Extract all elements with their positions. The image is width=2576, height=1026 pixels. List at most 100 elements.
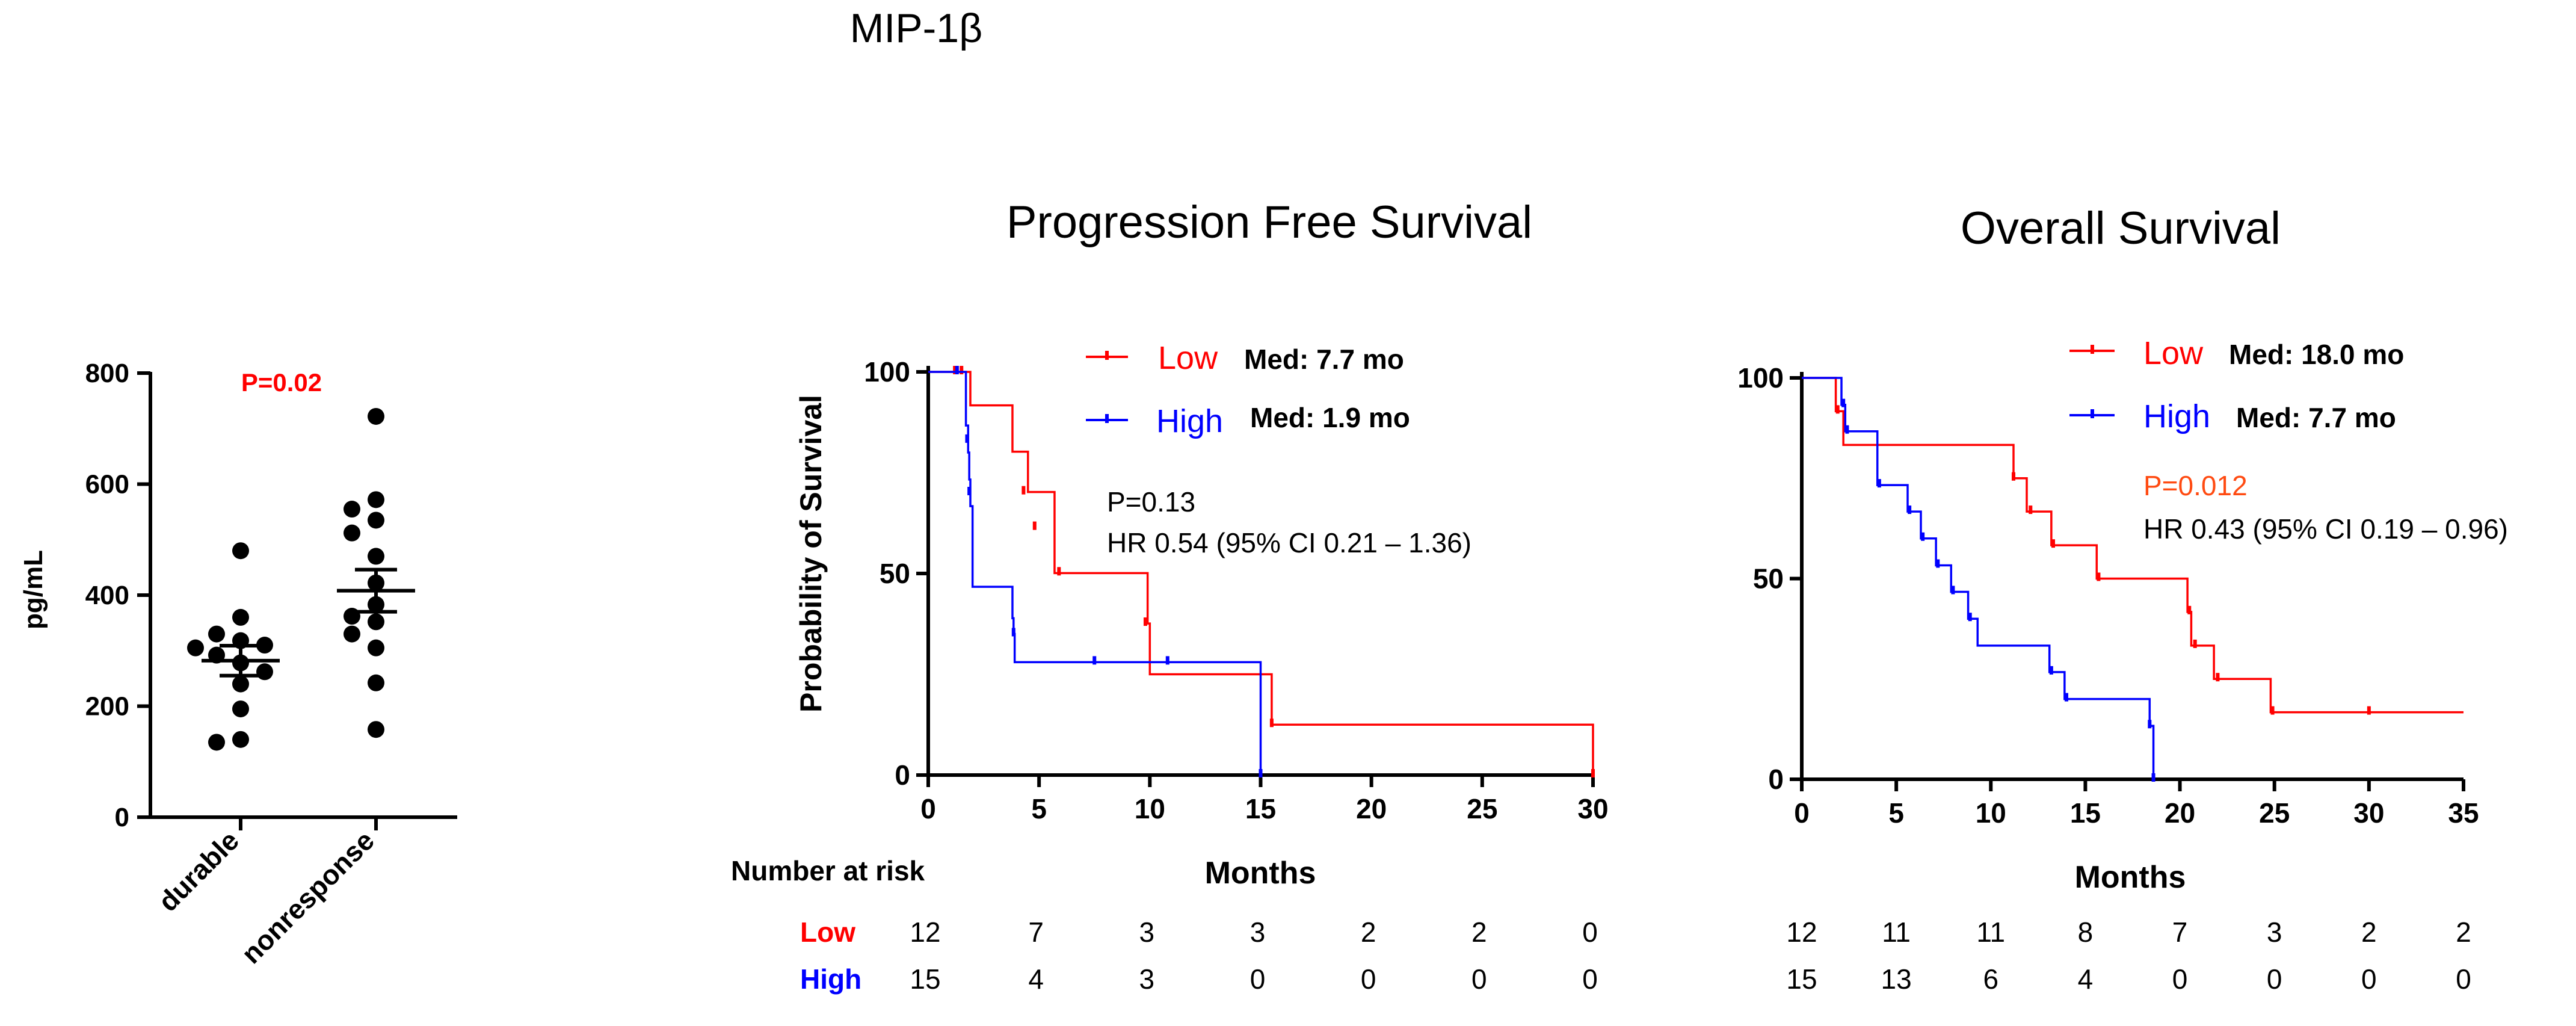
pfs-x-tick-label: 0 [920,793,936,824]
os-risk-value: 11 [1882,916,1911,948]
os-risk-values: 12 11 11 8 7 3 2 2 15 13 6 4 0 0 0 0 [1786,916,2471,995]
dotplot-point [232,700,249,718]
pfs-y-tick-label: 0 [895,759,910,791]
pfs-risk-table: Number at risk Low High 12 7 3 3 2 2 0 15 4 3 0 0 0 0 [731,855,1598,995]
dotplot-point [368,407,384,425]
os-title: Overall Survival [1961,203,2281,254]
dotplot-y-tick-label: 800 [85,359,129,388]
os-risk-value: 7 [2172,916,2188,948]
pfs-risk-value: 0 [1582,963,1598,995]
dotplot-point [368,548,384,565]
pfs-curve-low [928,371,1594,775]
os-legend: Low Med: 18.0 mo High Med: 7.7 mo [2069,335,2404,434]
pfs-axes: 0 50 100 0 5 10 15 20 25 30 [864,356,1608,824]
dotplot-y-tick-label: 0 [115,803,129,832]
pfs-risk-value: 3 [1139,916,1155,948]
dotplot-point [344,524,360,542]
os-x-tick-label: 25 [2259,797,2290,829]
dotplot-point [232,542,249,560]
dotplot-point [368,721,384,738]
dotplot-category-nonresponse: nonresponse [235,824,380,969]
pfs-risk-value: 2 [1361,916,1376,948]
dotplot-point [208,734,225,751]
pfs-risk-value: 4 [1028,963,1044,995]
dotplot-point [368,613,384,631]
os-y-tick-label: 50 [1753,563,1784,595]
figure-title: MIP-1β [850,5,982,51]
pfs-risk-header: Number at risk [731,855,925,886]
os-risk-value: 8 [2078,916,2094,948]
pfs-risk-value: 15 [910,963,940,995]
pfs-x-tick-label: 10 [1135,793,1165,824]
pfs-risk-value: 2 [1471,916,1487,948]
os-risk-value: 0 [2172,963,2188,995]
pfs-risk-value: 0 [1582,916,1598,948]
pfs-panel: Progression Free Survival Probability of… [731,197,1609,995]
pfs-legend-low-label: Low [1158,340,1218,376]
dotplot-panel: P=0.02 pg/mL 0 200 400 600 800 durable nonre… [19,359,457,969]
os-y-tick-label: 100 [1737,362,1784,394]
os-legend-high-marker [2069,409,2115,418]
os-legend-low-label: Low [2143,335,2204,371]
pfs-risk-value: 0 [1471,963,1487,995]
pfs-legend-low-marker [1086,351,1128,360]
pfs-risk-low-label: Low [800,916,855,948]
os-legend-low-median: Med: 18.0 mo [2229,339,2404,370]
os-risk-value: 12 [1786,916,1817,948]
dotplot-point [256,663,273,681]
os-curve-low [1802,377,2464,714]
pfs-y-tick-label: 100 [864,356,910,388]
dotplot-pvalue: P=0.02 [241,368,322,397]
dotplot-point [187,639,204,657]
os-risk-value: 11 [1976,916,2005,948]
os-y-tick-label: 0 [1768,764,1784,795]
os-axes: 0 50 100 0 5 10 15 20 25 30 35 [1737,362,2479,829]
pfs-xlabel: Months [1205,856,1316,891]
os-x-tick-label: 35 [2448,797,2479,829]
os-risk-value: 6 [1983,963,1998,995]
os-legend-high-label: High [2143,398,2210,434]
pfs-risk-value: 7 [1028,916,1044,948]
pfs-hazard-ratio: HR 0.54 (95% CI 0.21 – 1.36) [1107,527,1471,558]
dotplot-y-tick-label: 400 [85,581,129,610]
dotplot-point [368,639,384,657]
os-x-tick-label: 20 [2165,797,2195,829]
os-x-tick-label: 30 [2353,797,2384,829]
os-x-tick-label: 5 [1888,797,1904,829]
dotplot-point [368,491,384,508]
pfs-curves [928,366,1595,777]
os-xlabel: Months [2075,860,2186,895]
os-risk-value: 2 [2361,916,2377,948]
dotplot-ylabel: pg/mL [19,550,48,629]
dotplot-point [368,674,384,691]
os-x-tick-label: 15 [2070,797,2101,829]
dotplot-point [232,731,249,748]
pfs-risk-value: 3 [1250,916,1266,948]
dotplot-y-tick-label: 200 [85,692,129,722]
pfs-x-tick-label: 20 [1356,793,1387,824]
pfs-x-tick-label: 15 [1245,793,1276,824]
os-curves [1802,377,2464,782]
os-risk-value: 0 [2456,963,2471,995]
os-risk-value: 0 [2267,963,2282,995]
pfs-x-tick-label: 5 [1031,793,1047,824]
pfs-x-tick-label: 25 [1467,793,1497,824]
pfs-risk-value: 12 [910,916,940,948]
pfs-risk-value: 3 [1139,963,1155,995]
pfs-ylabel: Probability of Survival [794,395,828,712]
os-legend-low-marker [2069,345,2115,354]
pfs-legend-low-median: Med: 7.7 mo [1244,344,1404,375]
pfs-legend-high-label: High [1156,403,1223,439]
os-hazard-ratio: HR 0.43 (95% CI 0.19 – 0.96) [2143,513,2508,545]
dotplot-point [344,625,360,643]
os-pvalue: P=0.012 [2143,470,2248,501]
dotplot-points [187,407,415,751]
pfs-x-tick-label: 30 [1577,793,1608,824]
os-risk-value: 0 [2361,963,2377,995]
dotplot-point [344,501,360,518]
os-risk-value: 2 [2456,916,2471,948]
pfs-title: Progression Free Survival [1006,197,1532,248]
pfs-pvalue: P=0.13 [1107,486,1195,518]
